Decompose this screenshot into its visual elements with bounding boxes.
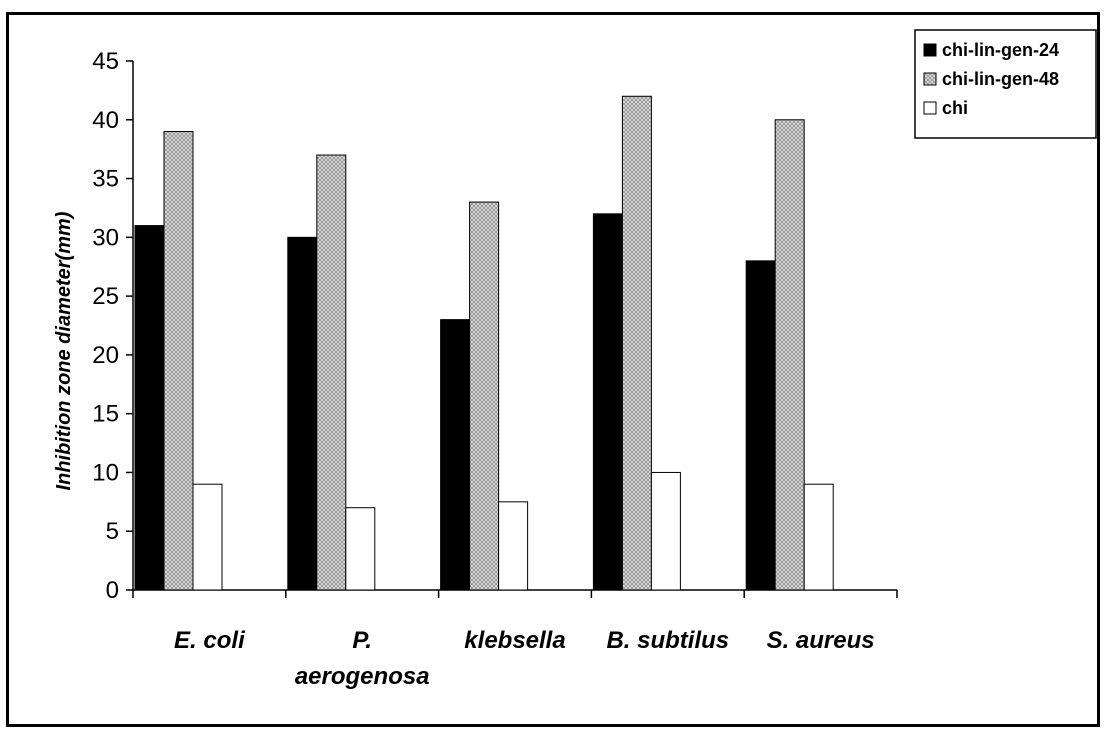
x-category-label: E. coli xyxy=(174,627,246,654)
y-tick-label: 5 xyxy=(106,518,119,545)
x-category-label: B. subtilus xyxy=(606,627,729,654)
y-tick-label: 10 xyxy=(92,459,119,486)
bar-chi-lin-gen-48 xyxy=(469,201,500,591)
legend-label: chi xyxy=(942,98,968,118)
bar-chi xyxy=(192,483,223,591)
legend-swatch xyxy=(923,43,937,57)
x-category-label: P. xyxy=(352,627,372,654)
x-category-label: aerogenosa xyxy=(295,663,430,690)
bar-chi xyxy=(345,507,376,591)
y-tick-label: 40 xyxy=(92,107,119,134)
bar-chi-lin-gen-24 xyxy=(287,236,318,591)
x-category-label: S. aureus xyxy=(767,627,875,654)
legend-label: chi-lin-gen-24 xyxy=(942,40,1059,60)
y-tick-label: 45 xyxy=(92,48,119,75)
y-tick-label: 30 xyxy=(92,224,119,251)
legend-swatch xyxy=(923,101,937,115)
y-axis-label: Inhibition zone diameter(mm) xyxy=(53,211,75,490)
bar-chi-lin-gen-48 xyxy=(621,95,652,591)
legend-label: chi-lin-gen-48 xyxy=(942,69,1059,89)
legend-swatch xyxy=(923,72,937,86)
plot-area: 0 5 10 15 20 25 30 35 40 45 E. coli P. aerogenosa kle… xyxy=(92,48,898,690)
bar-chi-lin-gen-48 xyxy=(316,154,347,591)
bar-chi-lin-gen-24 xyxy=(745,260,776,591)
bar-chi-lin-gen-24 xyxy=(134,225,165,591)
bar-chi xyxy=(498,501,529,591)
y-tick-label: 20 xyxy=(92,342,119,369)
bar-chi-lin-gen-24 xyxy=(440,319,471,591)
bar-chi-lin-gen-48 xyxy=(774,119,805,591)
bar-chi-lin-gen-48 xyxy=(163,131,194,591)
legend: chi-lin-gen-24 chi-lin-gen-48 chi xyxy=(914,29,1097,139)
x-category-label: klebsella xyxy=(464,627,565,654)
y-tick-label: 15 xyxy=(92,401,119,428)
legend-box xyxy=(914,29,1097,139)
y-tick-label: 25 xyxy=(92,283,119,310)
bar-chi-lin-gen-24 xyxy=(592,213,623,591)
y-tick-label: 0 xyxy=(106,577,119,604)
y-tick-label: 35 xyxy=(92,166,119,193)
bar-chi xyxy=(650,471,681,591)
bar-chi xyxy=(803,483,834,591)
